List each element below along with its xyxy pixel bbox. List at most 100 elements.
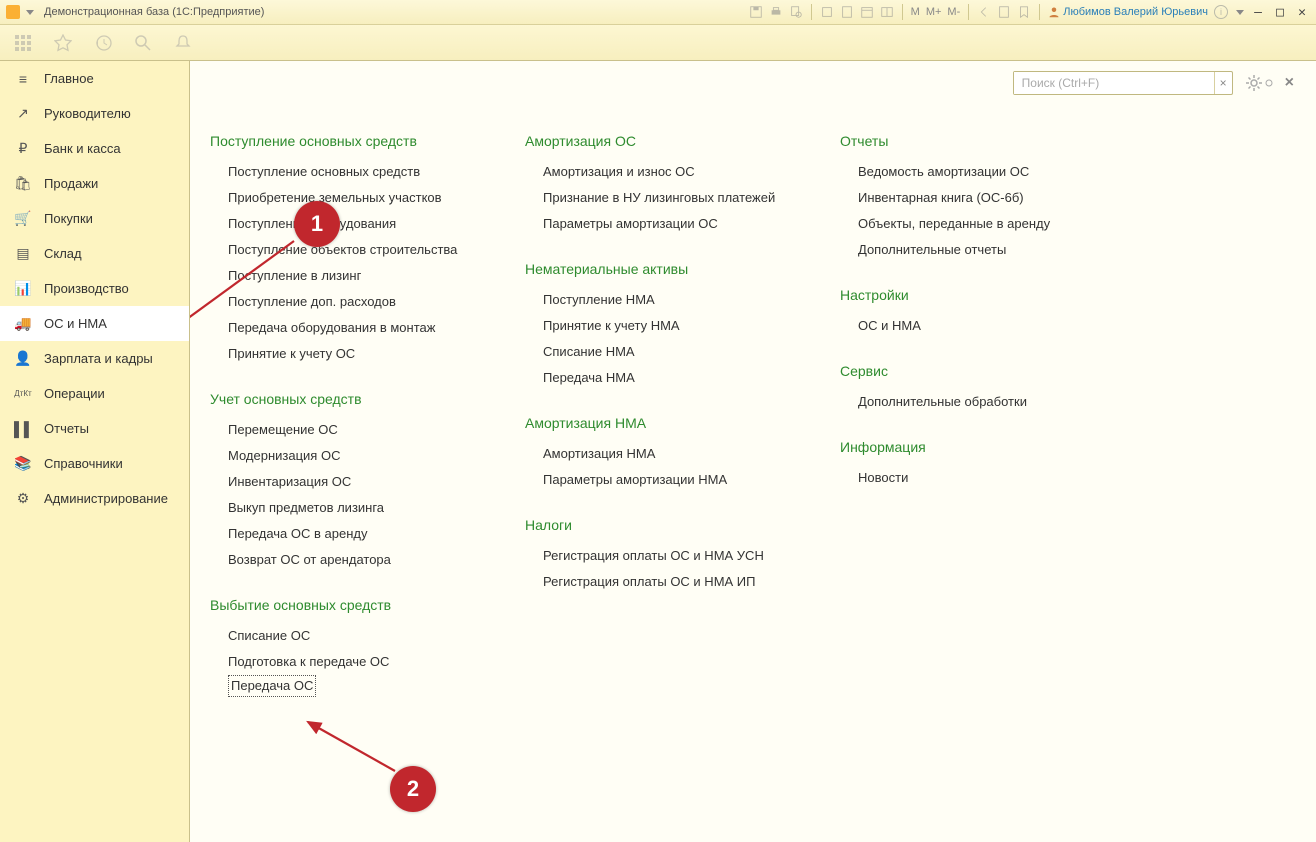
col1-link-2-1[interactable]: Подготовка к передаче ОС bbox=[228, 649, 389, 675]
col2-link-0-0[interactable]: Амортизация и износ ОС bbox=[543, 159, 695, 185]
col1-link-0-7[interactable]: Принятие к учету ОС bbox=[228, 341, 355, 367]
title-bar: Демонстрационная база (1С:Предприятие) M… bbox=[0, 0, 1316, 25]
close-button[interactable]: ✕ bbox=[1294, 5, 1310, 20]
col1-group-0[interactable]: Поступление основных средств bbox=[210, 133, 465, 149]
col1-link-1-2[interactable]: Инвентаризация ОС bbox=[228, 469, 351, 495]
col2-link-1-0[interactable]: Поступление НМА bbox=[543, 287, 655, 313]
sidebar-label-4: Покупки bbox=[44, 211, 93, 226]
sidebar-label-6: Производство bbox=[44, 281, 129, 296]
bell-icon[interactable] bbox=[174, 34, 192, 52]
col2-group-3[interactable]: Налоги bbox=[525, 517, 780, 533]
print-icon[interactable] bbox=[769, 5, 783, 19]
save-icon[interactable] bbox=[749, 5, 763, 19]
back-icon[interactable] bbox=[977, 5, 991, 19]
sidebar-item-7[interactable]: 🚚ОС и НМА bbox=[0, 306, 189, 341]
search-clear-button[interactable]: × bbox=[1214, 72, 1232, 94]
info-icon[interactable]: i bbox=[1214, 5, 1228, 19]
col3-link-3-0[interactable]: Новости bbox=[858, 465, 908, 491]
sidebar-item-1[interactable]: ↗Руководителю bbox=[0, 96, 189, 131]
col1-link-0-0[interactable]: Поступление основных средств bbox=[228, 159, 420, 185]
col1-link-2-2[interactable]: Передача ОС bbox=[228, 675, 316, 697]
col2-group-2[interactable]: Амортизация НМА bbox=[525, 415, 780, 431]
apps-icon[interactable] bbox=[14, 34, 32, 52]
col3-link-1-0[interactable]: ОС и НМА bbox=[858, 313, 921, 339]
sidebar-label-7: ОС и НМА bbox=[44, 316, 107, 331]
col1-link-1-4[interactable]: Передача ОС в аренду bbox=[228, 521, 367, 547]
col1-link-2-0[interactable]: Списание ОС bbox=[228, 623, 310, 649]
memory-mminus[interactable]: M- bbox=[947, 6, 960, 18]
minimize-button[interactable]: – bbox=[1250, 5, 1266, 20]
settings-button[interactable] bbox=[1245, 74, 1273, 92]
sidebar-item-11[interactable]: 📚Справочники bbox=[0, 446, 189, 481]
calc-icon[interactable] bbox=[840, 5, 854, 19]
col2-link-3-1[interactable]: Регистрация оплаты ОС и НМА ИП bbox=[543, 569, 756, 595]
star-icon[interactable] bbox=[54, 34, 72, 52]
column-3: Отчеты Ведомость амортизации ОСИнвентарна… bbox=[840, 133, 1095, 721]
search-input[interactable] bbox=[1014, 72, 1214, 94]
marker-2-label: 2 bbox=[407, 776, 419, 802]
col1-link-0-1[interactable]: Приобретение земельных участков bbox=[228, 185, 442, 211]
col1-link-1-0[interactable]: Перемещение ОС bbox=[228, 417, 338, 443]
col3-group-1[interactable]: Настройки bbox=[840, 287, 1095, 303]
col3-link-0-1[interactable]: Инвентарная книга (ОС-6б) bbox=[858, 185, 1024, 211]
sidebar-item-0[interactable]: ≡Главное bbox=[0, 61, 189, 96]
col1-link-0-3[interactable]: Поступление объектов строительства bbox=[228, 237, 457, 263]
col1-link-0-4[interactable]: Поступление в лизинг bbox=[228, 263, 361, 289]
search-icon[interactable] bbox=[134, 34, 152, 52]
memory-mplus[interactable]: M+ bbox=[926, 6, 942, 18]
sidebar-item-2[interactable]: ₽Банк и касса bbox=[0, 131, 189, 166]
col3-group-0[interactable]: Отчеты bbox=[840, 133, 1095, 149]
col2-link-0-2[interactable]: Параметры амортизации ОС bbox=[543, 211, 718, 237]
info-dropdown-icon[interactable] bbox=[1236, 10, 1244, 15]
sidebar-item-3[interactable]: 🛍Продажи bbox=[0, 166, 189, 201]
user-link[interactable]: Любимов Валерий Юрьевич bbox=[1048, 6, 1208, 18]
col3-group-3[interactable]: Информация bbox=[840, 439, 1095, 455]
sidebar-item-12[interactable]: ⚙Администрирование bbox=[0, 481, 189, 516]
col3-link-2-0[interactable]: Дополнительные обработки bbox=[858, 389, 1027, 415]
col1-link-1-1[interactable]: Модернизация ОС bbox=[228, 443, 340, 469]
sidebar-icon-9: ДтКт bbox=[14, 389, 32, 398]
book-icon[interactable] bbox=[997, 5, 1011, 19]
col2-link-2-0[interactable]: Амортизация НМА bbox=[543, 441, 655, 467]
col3-link-0-3[interactable]: Дополнительные отчеты bbox=[858, 237, 1006, 263]
col1-link-0-5[interactable]: Поступление доп. расходов bbox=[228, 289, 396, 315]
col2-link-0-1[interactable]: Признание в НУ лизинговых платежей bbox=[543, 185, 775, 211]
col2-link-2-1[interactable]: Параметры амортизации НМА bbox=[543, 467, 727, 493]
sidebar-item-9[interactable]: ДтКтОперации bbox=[0, 376, 189, 411]
sidebar-item-5[interactable]: ▤Склад bbox=[0, 236, 189, 271]
sidebar-item-6[interactable]: 📊Производство bbox=[0, 271, 189, 306]
column-2: Амортизация ОС Амортизация и износ ОСПриз… bbox=[525, 133, 780, 721]
col2-link-1-2[interactable]: Списание НМА bbox=[543, 339, 635, 365]
col1-group-2[interactable]: Выбытие основных средств bbox=[210, 597, 465, 613]
col2-link-1-3[interactable]: Передача НМА bbox=[543, 365, 635, 391]
history-icon[interactable] bbox=[94, 34, 112, 52]
annotation-marker-2: 2 bbox=[390, 766, 436, 812]
sidebar-label-12: Администрирование bbox=[44, 491, 168, 506]
col1-link-0-6[interactable]: Передача оборудования в монтаж bbox=[228, 315, 435, 341]
sidebar-label-2: Банк и касса bbox=[44, 141, 121, 156]
sidebar-item-8[interactable]: 👤Зарплата и кадры bbox=[0, 341, 189, 376]
table-icon[interactable] bbox=[880, 5, 894, 19]
col3-link-0-0[interactable]: Ведомость амортизации ОС bbox=[858, 159, 1029, 185]
sidebar-icon-10: ▌▌ bbox=[14, 421, 32, 437]
dropdown-icon[interactable] bbox=[26, 10, 34, 15]
maximize-button[interactable]: □ bbox=[1272, 5, 1288, 20]
col3-group-2[interactable]: Сервис bbox=[840, 363, 1095, 379]
calendar-icon[interactable] bbox=[860, 5, 874, 19]
col1-link-1-3[interactable]: Выкуп предметов лизинга bbox=[228, 495, 384, 521]
col3-link-0-2[interactable]: Объекты, переданные в аренду bbox=[858, 211, 1050, 237]
col2-link-1-1[interactable]: Принятие к учету НМА bbox=[543, 313, 680, 339]
panel-close-button[interactable]: × bbox=[1285, 74, 1294, 92]
memory-m[interactable]: M bbox=[911, 6, 920, 18]
sidebar-item-4[interactable]: 🛒Покупки bbox=[0, 201, 189, 236]
bookmark-icon[interactable] bbox=[1017, 5, 1031, 19]
col1-group-1[interactable]: Учет основных средств bbox=[210, 391, 465, 407]
preview-icon[interactable] bbox=[789, 5, 803, 19]
sidebar-item-10[interactable]: ▌▌Отчеты bbox=[0, 411, 189, 446]
col2-group-0[interactable]: Амортизация ОС bbox=[525, 133, 780, 149]
col2-link-3-0[interactable]: Регистрация оплаты ОС и НМА УСН bbox=[543, 543, 764, 569]
col2-group-1[interactable]: Нематериальные активы bbox=[525, 261, 780, 277]
col1-link-1-5[interactable]: Возврат ОС от арендатора bbox=[228, 547, 391, 573]
clipboard-icon[interactable] bbox=[820, 5, 834, 19]
sidebar-icon-1: ↗ bbox=[14, 105, 32, 122]
